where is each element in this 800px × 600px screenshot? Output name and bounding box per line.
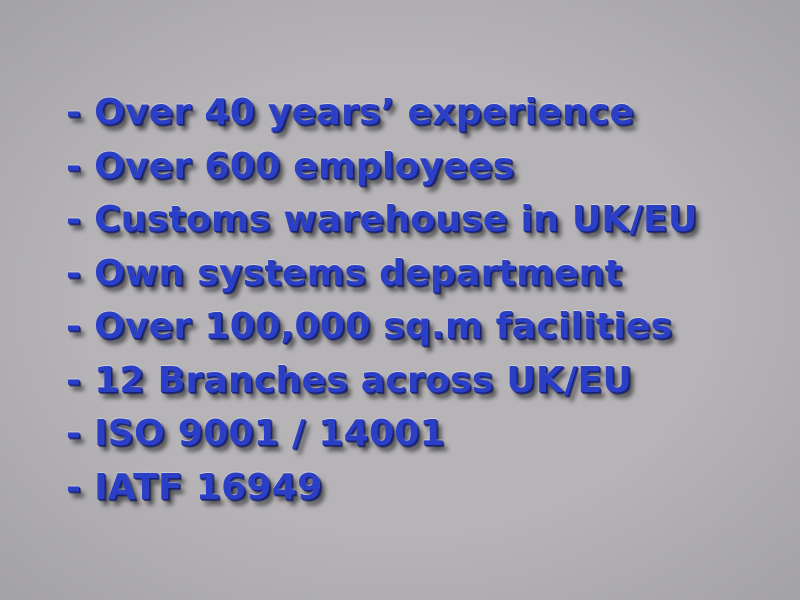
bullet-customs-warehouse: - Customs warehouse in UK/EU xyxy=(66,199,698,240)
bullet-iatf: - IATF 16949 xyxy=(66,466,323,508)
bullet-employees: - Over 600 employees xyxy=(66,145,515,187)
bullet-systems-department: - Own systems department xyxy=(66,252,623,294)
bullet-branches: - 12 Branches across UK/EU xyxy=(66,359,632,401)
bullet-list: - Over 40 years’ experience - Over 600 e… xyxy=(66,86,697,514)
bullet-experience: - Over 40 years’ experience xyxy=(66,92,635,133)
bullet-iso: - ISO 9001 / 14001 xyxy=(66,413,445,454)
bullet-facilities: - Over 100,000 sq.m facilities xyxy=(66,306,673,347)
